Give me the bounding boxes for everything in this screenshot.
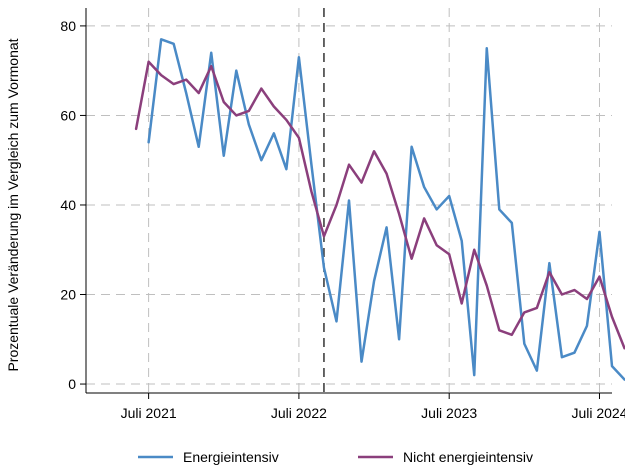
y-tick-label: 40 (60, 197, 76, 213)
series-line-energieintensiv (147, 38, 625, 381)
grid-lines (86, 8, 612, 393)
y-axis-title: Prozentuale Veränderung im Vergleich zum… (5, 38, 21, 371)
x-tick-label: Juli 2024 (571, 405, 625, 421)
y-tick-label: 20 (60, 287, 76, 303)
series-line-nicht-energieintensiv (134, 60, 625, 350)
y-tick-label: 0 (68, 376, 76, 392)
series-lines (134, 38, 625, 381)
x-tick-label: Juli 2022 (271, 405, 327, 421)
legend-label: Energieintensiv (183, 449, 279, 465)
y-tick-label: 80 (60, 18, 76, 34)
axes (80, 8, 612, 399)
x-tick-label: Juli 2023 (421, 405, 477, 421)
tick-labels: 0 20 40 60 80 Juli 2021 Juli 2022 Juli 2023 Juli… (60, 18, 625, 421)
y-tick-label: 60 (60, 107, 76, 123)
legend-label: Nicht energieintensiv (403, 449, 533, 465)
legend: Energieintensiv Nicht energieintensiv (138, 449, 533, 465)
x-tick-label: Juli 2021 (121, 405, 177, 421)
